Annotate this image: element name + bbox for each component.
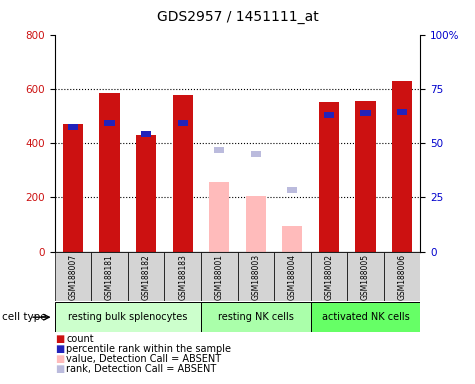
Bar xyxy=(246,196,266,252)
Bar xyxy=(347,252,384,301)
Bar xyxy=(361,110,370,116)
Text: value, Detection Call = ABSENT: value, Detection Call = ABSENT xyxy=(66,354,222,364)
Text: GSM188181: GSM188181 xyxy=(105,254,114,300)
Bar xyxy=(201,252,238,301)
Text: GSM188004: GSM188004 xyxy=(288,254,297,300)
Bar xyxy=(392,81,412,252)
Bar xyxy=(397,109,407,115)
Bar xyxy=(164,252,201,301)
Bar xyxy=(311,252,347,301)
Bar xyxy=(172,95,193,252)
Text: GSM188001: GSM188001 xyxy=(215,254,224,300)
Text: GDS2957 / 1451111_at: GDS2957 / 1451111_at xyxy=(157,10,318,23)
Bar xyxy=(68,124,78,130)
Text: ■: ■ xyxy=(55,354,64,364)
Bar xyxy=(319,103,339,252)
Bar xyxy=(55,302,201,332)
Bar xyxy=(136,135,156,252)
Bar xyxy=(55,252,91,301)
Bar xyxy=(282,226,303,252)
Bar xyxy=(104,120,114,126)
Bar xyxy=(251,151,261,157)
Text: count: count xyxy=(66,334,94,344)
Bar xyxy=(384,252,420,301)
Text: percentile rank within the sample: percentile rank within the sample xyxy=(66,344,231,354)
Text: GSM188005: GSM188005 xyxy=(361,254,370,300)
Text: ■: ■ xyxy=(55,344,64,354)
Bar xyxy=(355,101,376,252)
Bar xyxy=(214,147,224,153)
Text: GSM188003: GSM188003 xyxy=(251,254,260,300)
Text: GSM188182: GSM188182 xyxy=(142,254,151,300)
Bar xyxy=(99,93,120,252)
Text: ■: ■ xyxy=(55,334,64,344)
Bar xyxy=(141,131,151,137)
Text: GSM188006: GSM188006 xyxy=(398,254,407,300)
Bar xyxy=(128,252,164,301)
Text: GSM188002: GSM188002 xyxy=(324,254,333,300)
Text: resting NK cells: resting NK cells xyxy=(218,312,294,322)
Bar xyxy=(209,182,229,252)
Bar xyxy=(274,252,311,301)
Bar xyxy=(324,112,334,118)
Bar xyxy=(311,302,420,332)
Text: GSM188183: GSM188183 xyxy=(178,254,187,300)
Text: ■: ■ xyxy=(55,364,64,374)
Text: resting bulk splenocytes: resting bulk splenocytes xyxy=(68,312,188,322)
Text: cell type: cell type xyxy=(2,312,47,322)
Bar xyxy=(201,302,311,332)
Bar xyxy=(63,124,83,252)
Text: activated NK cells: activated NK cells xyxy=(322,312,409,322)
Bar xyxy=(287,187,297,193)
Bar xyxy=(91,252,128,301)
Text: GSM188007: GSM188007 xyxy=(68,254,77,300)
Bar xyxy=(178,120,188,126)
Bar xyxy=(238,252,274,301)
Text: rank, Detection Call = ABSENT: rank, Detection Call = ABSENT xyxy=(66,364,217,374)
